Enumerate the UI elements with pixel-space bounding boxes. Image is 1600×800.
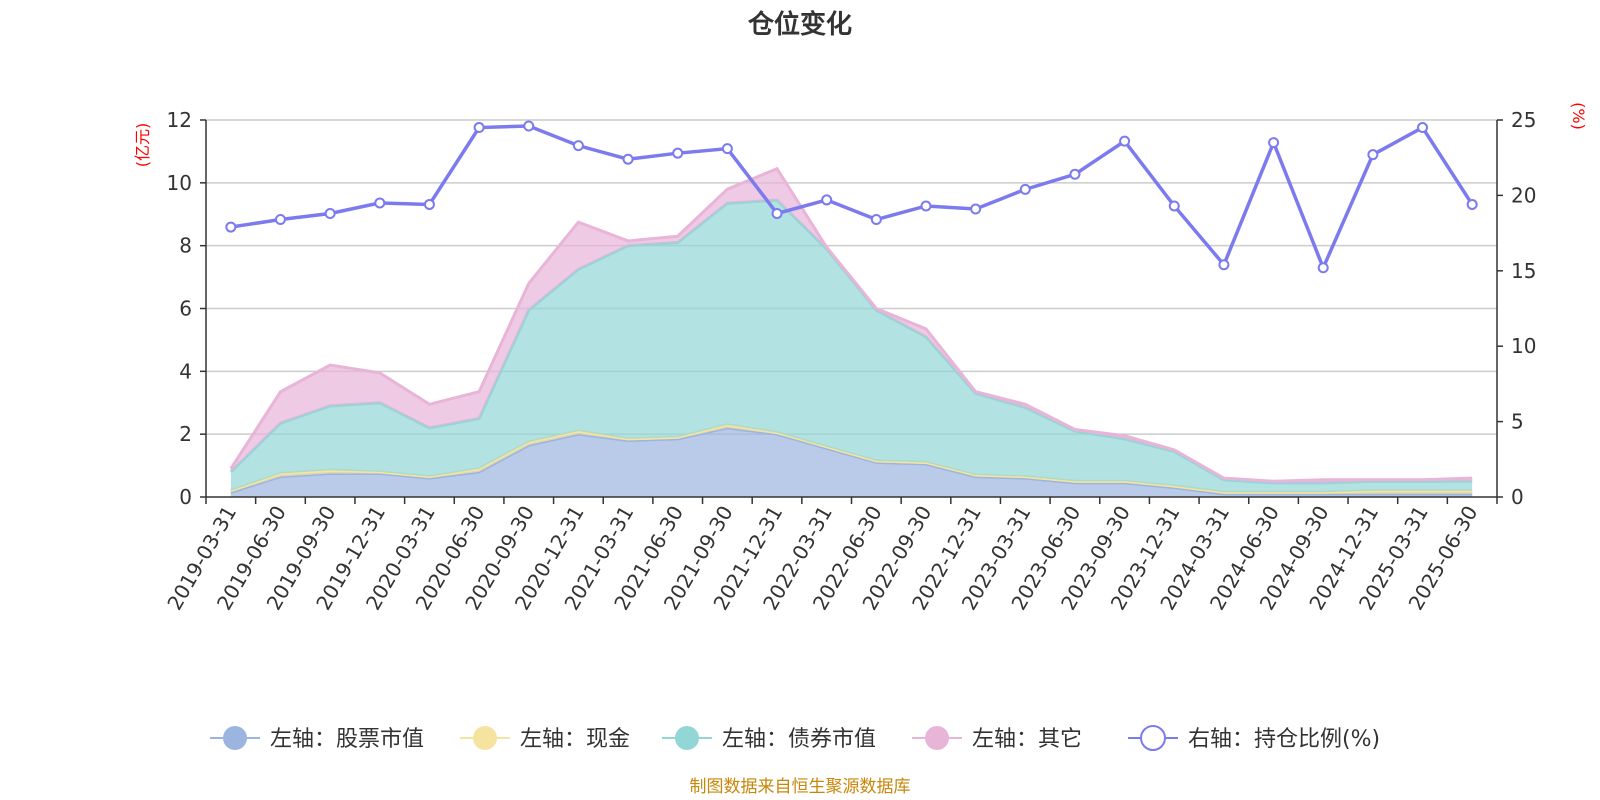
data-source-note: 制图数据来自恒生聚源数据库 [690, 777, 911, 797]
legend-item: 左轴：股票市值 [210, 726, 424, 752]
ratio-point [1466, 198, 1478, 210]
ratio-point [523, 120, 535, 132]
area-series-2 [230, 200, 1473, 493]
legend-marker [675, 726, 699, 750]
right-tick-label: 0 [1511, 485, 1524, 509]
right-tick-label: 5 [1511, 410, 1524, 434]
ratio-point [1218, 259, 1230, 271]
ratio-point [274, 214, 286, 226]
legend-label: 左轴：债券市值 [722, 727, 876, 752]
right-tick-label: 15 [1511, 259, 1536, 283]
ratio-point [672, 147, 684, 159]
ratio-point [1268, 137, 1280, 149]
ratio-point [821, 194, 833, 206]
left-tick-label: 0 [179, 485, 192, 509]
ratio-point [870, 214, 882, 226]
right-tick-label: 10 [1511, 334, 1536, 358]
right-tick-label: 20 [1511, 183, 1536, 207]
ratio-point [1019, 183, 1031, 195]
ratio-point [1168, 200, 1180, 212]
legend-item: 左轴：现金 [460, 726, 630, 752]
holding-ratio-series [225, 120, 1478, 274]
legend-marker [925, 726, 949, 750]
ratio-point [1119, 135, 1131, 147]
left-tick-label: 2 [179, 422, 192, 446]
legend-label: 左轴：股票市值 [270, 727, 424, 752]
left-tick-label: 8 [179, 234, 192, 258]
legend-marker [1140, 725, 1166, 751]
right-tick-label: 25 [1511, 108, 1536, 132]
legend-item: 右轴：持仓比例(%) [1128, 725, 1380, 752]
area-series-0 [230, 427, 1473, 497]
area-series-1 [230, 424, 1473, 494]
ratio-point [225, 221, 237, 233]
legend: 左轴：股票市值 左轴：现金 左轴：债券市值 左轴：其它 右轴：持仓比例(%) [210, 725, 1380, 752]
ratio-point [920, 200, 932, 212]
ratio-point [721, 143, 733, 155]
ratio-point [1417, 122, 1429, 134]
left-tick-label: 12 [167, 108, 192, 132]
legend-label: 左轴：其它 [972, 727, 1082, 752]
ratio-point [970, 203, 982, 215]
legend-label: 左轴：现金 [520, 727, 630, 752]
legend-item: 左轴：债券市值 [662, 726, 876, 752]
legend-marker [223, 726, 247, 750]
ratio-point [423, 198, 435, 210]
legend-label: 右轴：持仓比例(%) [1188, 727, 1380, 752]
legend-marker [473, 726, 497, 750]
ratio-point [771, 207, 783, 219]
ratio-point [1069, 168, 1081, 180]
ratio-point [572, 140, 584, 152]
legend-item: 左轴：其它 [912, 726, 1082, 752]
ratio-point [1367, 149, 1379, 161]
left-axis-unit: (亿元) [133, 123, 152, 168]
right-axis-unit: (%) [1569, 102, 1588, 130]
ratio-point [622, 153, 634, 165]
ratio-point [374, 197, 386, 209]
left-tick-label: 4 [179, 359, 192, 383]
chart-title: 仓位变化 [747, 9, 852, 40]
ratio-point [1317, 262, 1329, 274]
area-edge-3 [229, 166, 1473, 483]
ratio-point [473, 122, 485, 134]
stacked-areas [229, 166, 1473, 497]
left-tick-label: 6 [179, 297, 192, 321]
left-tick-label: 10 [167, 171, 192, 195]
ratio-point [324, 207, 336, 219]
ratio-line-path [230, 124, 1474, 273]
